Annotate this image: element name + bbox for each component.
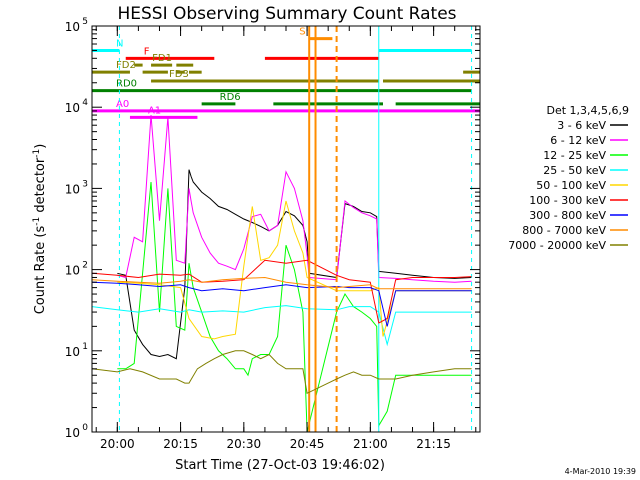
y-tick-label: 10 (65, 345, 80, 359)
x-tick-label: 20:15 (163, 437, 198, 451)
chart-title: HESSI Observing Summary Count Rates (117, 4, 456, 24)
y-tick-label-exp: 3 (82, 179, 88, 189)
series-line (117, 181, 472, 433)
x-axis-label: Start Time (27-Oct-03 19:46:02) (175, 458, 385, 473)
flag-bars: NSFFD1FD2FD3RD0RD6A0A1 (92, 27, 480, 119)
series-line (91, 276, 472, 290)
legend-label: 50 - 100 keV (536, 179, 606, 192)
flag-label: FD2 (116, 60, 136, 71)
legend-label: 7000 - 20000 keV (508, 239, 606, 252)
legend-label: 800 - 7000 keV (522, 224, 606, 237)
y-tick-label: 10 (65, 264, 80, 278)
series-line (117, 200, 472, 340)
flag-label: RD0 (116, 79, 137, 90)
legend-label: 12 - 25 keV (543, 149, 606, 162)
flag-label: FD3 (169, 69, 189, 80)
flag-label: A1 (148, 105, 161, 116)
y-tick-label-exp: 1 (82, 342, 88, 352)
y-tick-label: 10 (65, 20, 80, 34)
y-axis-label: Count Rate (s-1 detector-1) (32, 144, 48, 315)
flag-label: RD6 (220, 92, 241, 103)
series-line (117, 169, 472, 360)
x-tick-label: 20:30 (227, 437, 262, 451)
y-tick-label: 10 (65, 182, 80, 196)
y-tick-label-exp: 0 (82, 423, 88, 433)
series-layer (91, 26, 473, 433)
series-line (91, 350, 472, 395)
flag-label: F (144, 46, 150, 57)
y-tick-label-exp: 5 (82, 17, 88, 27)
flag-label: FD1 (152, 53, 172, 64)
y-tick-label: 10 (65, 426, 80, 440)
y-axis-label-main: Count Rate (s (33, 226, 48, 315)
legend-label: 100 - 300 keV (529, 194, 606, 207)
y-axis-label-mid: detector (33, 157, 48, 217)
series-line (91, 305, 472, 347)
series-line (117, 115, 472, 283)
x-tick-label: 20:45 (290, 437, 325, 451)
footer-date: 4-Mar-2010 19:39 (565, 467, 636, 476)
series-line (91, 281, 472, 327)
series-line (91, 259, 472, 324)
legend-title: Det 1,3,4,5,6,9 (546, 104, 629, 117)
y-axis-label-end: ) (33, 144, 48, 149)
x-axis: 20:00 20:15 20:30 20:45 21:00 21:15 (95, 26, 477, 451)
legend-label: 300 - 800 keV (529, 209, 606, 222)
legend-label: 3 - 6 keV (557, 119, 606, 132)
flag-label: S (299, 27, 305, 38)
legend: Det 1,3,4,5,6,9 3 - 6 keV 6 - 12 keV 12 - … (508, 104, 629, 252)
legend-label: 25 - 50 keV (543, 164, 606, 177)
plot-frame (91, 25, 481, 433)
x-tick-label: 20:00 (100, 437, 135, 451)
x-tick-label: 21:00 (353, 437, 388, 451)
y-axis-label-sup1: -1 (32, 217, 42, 226)
flag-label: A0 (116, 99, 129, 110)
y-tick-label: 10 (65, 101, 80, 115)
y-tick-label-exp: 4 (82, 98, 88, 108)
legend-label: 6 - 12 keV (550, 134, 606, 147)
y-tick-label-exp: 2 (82, 261, 88, 271)
y-axis-label-sup2: -1 (32, 149, 42, 158)
x-tick-label: 21:15 (416, 437, 451, 451)
